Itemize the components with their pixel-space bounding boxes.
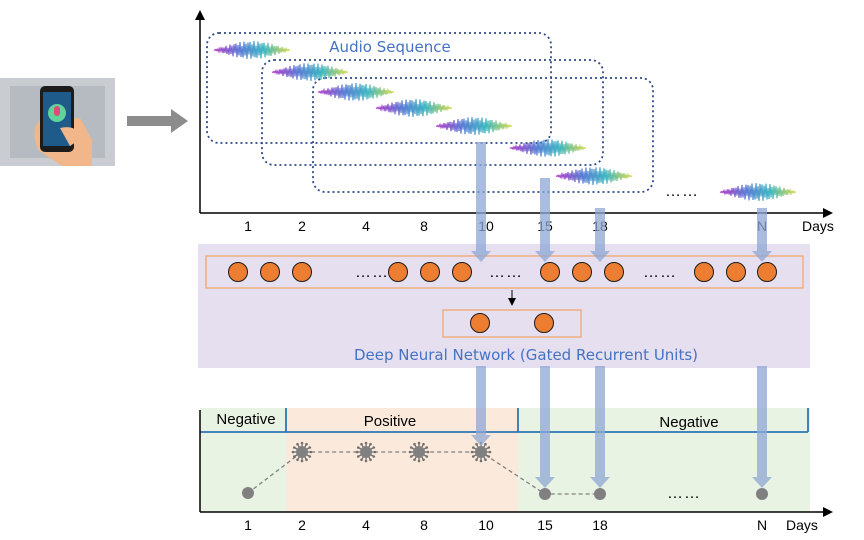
audio-waveform [509,138,587,157]
gru-node [540,262,560,282]
bottom-tick-label: 10 [478,517,494,533]
negative-point [242,487,254,499]
gru-nodes [228,262,777,333]
bottom-tick-label: 1 [244,517,252,533]
output-node [470,313,490,333]
audio-waveform [271,63,349,82]
input-arrow [127,109,188,133]
audio-waveform [375,99,453,117]
segment-label: Negative [216,411,275,428]
input-node-row [205,255,804,289]
bottom-tick-label: 8 [420,517,428,533]
output-node [534,313,554,333]
bottom-tick-label: 18 [592,517,608,533]
top-axis-ticks: 1 2 4 8 10 15 18 N Days [244,218,834,234]
phone-recording-image [0,78,115,166]
connector-arrow [752,366,772,488]
top-ellipsis: …… [665,183,699,200]
bottom-axis-unit: Days [786,517,818,533]
segment-label: Positive [364,413,417,430]
nn-ellipsis-2: …… [489,264,523,281]
bottom-tick-label: 4 [362,517,370,533]
microphone-icon [54,106,60,116]
gru-node [726,262,746,282]
audio-waveforms [213,41,797,201]
connector-arrow [590,366,610,488]
gru-node [604,262,624,282]
negative-point [539,488,551,500]
bottom-axis-ticks: 1 2 4 8 10 15 18 N Days [244,517,818,533]
connector-arrow [590,208,610,262]
neural-network-label: Deep Neural Network (Gated Recurrent Uni… [354,346,698,364]
connector-arrows [471,142,772,488]
bottom-tick-label: N [757,517,767,533]
output-node-row [442,309,582,338]
top-tick-label: 4 [362,218,370,234]
gru-node [757,262,777,282]
gru-node [452,262,472,282]
window-box-1 [206,32,552,144]
bottom-tick-label: 15 [537,517,553,533]
virus-icon [355,441,377,463]
gru-node [292,262,312,282]
gru-node [420,262,440,282]
audio-waveform [719,183,797,201]
timeline-ellipsis: …… [667,485,701,502]
top-axis-unit: Days [802,218,834,234]
gru-node [388,262,408,282]
connector-arrow [535,178,555,262]
top-tick-label: 1 [244,218,252,234]
audio-waveform [435,117,513,135]
virus-icon [291,441,313,463]
gru-node [228,262,248,282]
negative-point [756,488,768,500]
top-tick-label: 2 [298,218,306,234]
gru-node [572,262,592,282]
status-points [242,441,768,500]
top-tick-label: 8 [420,218,428,234]
window-box-2 [261,59,604,166]
nn-ellipsis-3: …… [643,264,677,281]
connector-arrow [471,142,491,262]
bottom-tick-label: 2 [298,517,306,533]
gru-node [694,262,714,282]
connector-arrow [471,366,491,446]
gru-node [260,262,280,282]
audio-waveform [213,41,291,59]
audio-sequence-label: Audio Sequence [329,38,450,56]
connector-arrow [535,366,555,488]
segment-label: Negative [659,414,718,431]
virus-icon [408,441,430,463]
negative-point [594,488,606,500]
audio-waveform [555,167,633,186]
audio-waveform [317,82,395,101]
nn-ellipsis-1: …… [355,264,389,281]
connector-arrow [752,208,772,262]
